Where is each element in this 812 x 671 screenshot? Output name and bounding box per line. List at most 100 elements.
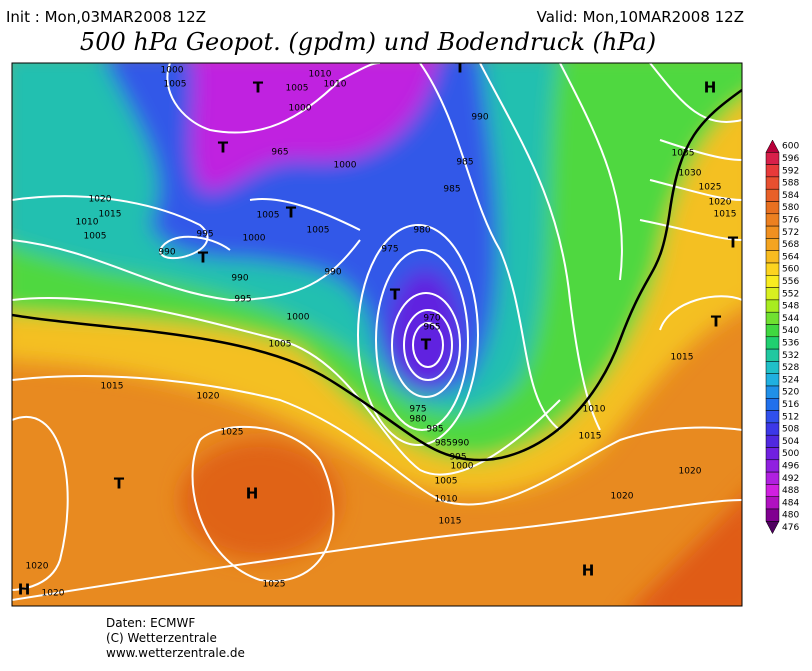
colorbar-cell bbox=[765, 484, 780, 497]
url: www.wetterzentrale.de bbox=[106, 646, 245, 660]
pressure-center: H bbox=[704, 79, 717, 97]
isobar-label: 980 bbox=[409, 415, 426, 425]
colorbar-label: 576 bbox=[782, 215, 799, 225]
colorbar-cell bbox=[765, 213, 780, 227]
colorbar-cell bbox=[765, 348, 780, 362]
colorbar-label: 500 bbox=[782, 449, 799, 459]
colorbar-cell bbox=[765, 164, 780, 178]
colorbar-cell bbox=[765, 521, 780, 535]
isobar-label: 1000 bbox=[451, 462, 474, 472]
colorbar-label: 480 bbox=[782, 511, 799, 521]
isobar-label: 1010 bbox=[309, 70, 332, 80]
colorbar-label: 516 bbox=[782, 400, 799, 410]
colorbar-cell bbox=[765, 336, 780, 350]
colorbar-cell bbox=[765, 275, 780, 288]
init-time: Init : Mon,03MAR2008 12Z bbox=[6, 8, 206, 26]
colorbar-cell bbox=[765, 225, 780, 239]
isobar-label: 970 bbox=[423, 314, 440, 324]
colorbar-cell bbox=[765, 311, 780, 325]
colorbar-cell bbox=[765, 262, 780, 276]
pressure-center: T bbox=[114, 475, 125, 493]
isobar-label: 990 bbox=[158, 248, 175, 258]
colorbar-cell bbox=[765, 385, 780, 399]
colorbar-cell bbox=[765, 250, 780, 264]
pressure-center: T bbox=[253, 79, 264, 97]
isobar-label: 1020 bbox=[89, 195, 112, 205]
colorbar-label: 488 bbox=[782, 486, 799, 496]
colorbar-cell bbox=[765, 299, 780, 313]
isobar-label: 1005 bbox=[286, 84, 309, 94]
isobar-label: 1020 bbox=[197, 392, 220, 402]
colorbar-label: 540 bbox=[782, 326, 799, 336]
isobar-label: 1020 bbox=[26, 562, 49, 572]
isobar-label: 985 bbox=[426, 425, 443, 435]
colorbar-label: 536 bbox=[782, 338, 799, 348]
colorbar-label: 560 bbox=[782, 265, 799, 275]
colorbar-cell bbox=[765, 508, 780, 522]
pressure-center: T bbox=[286, 204, 297, 222]
colorbar-label: 492 bbox=[782, 474, 799, 484]
colorbar-label: 496 bbox=[782, 461, 799, 471]
field-warm bbox=[634, 498, 742, 606]
isobar-label: 1010 bbox=[583, 405, 606, 415]
colorbar-cell bbox=[765, 139, 780, 153]
isobar-label: 985 bbox=[456, 158, 473, 168]
colorbar: 600 596 592 588 584 580 576 572 568 564 560 556 552 5… bbox=[765, 139, 799, 535]
field-purple bbox=[190, 63, 438, 192]
colorbar-cell bbox=[765, 447, 780, 461]
isobar-label: 1010 bbox=[435, 495, 458, 505]
colorbar-cell bbox=[765, 188, 780, 202]
colorbar-label: 508 bbox=[782, 425, 799, 435]
colorbar-label: 512 bbox=[782, 412, 799, 422]
map-title: 500 hPa Geopot. (gpdm) und Bodendruck (h… bbox=[80, 28, 656, 56]
colorbar-label: 504 bbox=[782, 437, 799, 447]
colorbar-label: 544 bbox=[782, 314, 799, 324]
pressure-center: H bbox=[246, 485, 259, 503]
isobar-label: 1005 bbox=[84, 232, 107, 242]
colorbar-label: 588 bbox=[782, 179, 799, 189]
source: Daten: ECMWF bbox=[106, 616, 195, 630]
isobar-label: 1005 bbox=[307, 226, 330, 236]
colorbar-cell bbox=[765, 434, 780, 448]
colorbar-label: 568 bbox=[782, 240, 799, 250]
pressure-center: T bbox=[455, 59, 466, 77]
isobar-label: 1015 bbox=[714, 210, 737, 220]
isobar-label: 1000 bbox=[334, 161, 357, 171]
isobar-label: 990 bbox=[231, 274, 248, 284]
colorbar-cell bbox=[765, 410, 780, 424]
pressure-center: H bbox=[582, 562, 595, 580]
isobar-label: 1025 bbox=[221, 428, 244, 438]
colorbar-cell bbox=[765, 324, 780, 338]
colorbar-label: 548 bbox=[782, 302, 799, 312]
colorbar-label: 552 bbox=[782, 289, 799, 299]
isobar-label: 995 bbox=[234, 295, 251, 305]
isobar-label: 1000 bbox=[287, 313, 310, 323]
colorbar-cell bbox=[765, 496, 780, 510]
isobar-label: 1015 bbox=[439, 517, 462, 527]
colorbar-label: 520 bbox=[782, 388, 799, 398]
colorbar-label: 580 bbox=[782, 203, 799, 213]
isobar-label: 990 bbox=[324, 268, 341, 278]
colorbar-label: 556 bbox=[782, 277, 799, 287]
colorbar-label: 584 bbox=[782, 191, 799, 201]
colorbar-cell bbox=[765, 373, 780, 387]
isobar-label: 1005 bbox=[257, 211, 280, 221]
isobar-label: 995 bbox=[196, 230, 213, 240]
colorbar-label: 476 bbox=[782, 523, 799, 533]
isobar-label: 1025 bbox=[263, 580, 286, 590]
map-field: 1000100510101010100510009651000990985985… bbox=[12, 59, 742, 606]
valid-time: Valid: Mon,10MAR2008 12Z bbox=[537, 8, 744, 26]
colorbar-label: 564 bbox=[782, 252, 799, 262]
isobar-label: 1015 bbox=[101, 382, 124, 392]
colorbar-cell bbox=[765, 152, 780, 165]
colorbar-cell bbox=[765, 471, 780, 485]
colorbar-cell bbox=[765, 459, 780, 473]
isobar-label: 975 bbox=[381, 245, 398, 255]
isobar-label: 1005 bbox=[435, 477, 458, 487]
map-frame bbox=[11, 62, 743, 607]
isobar-label: 985990 bbox=[435, 439, 470, 449]
colorbar-cell bbox=[765, 201, 780, 215]
isobar-label: 985 bbox=[443, 185, 460, 195]
isobar-label: 1025 bbox=[699, 183, 722, 193]
isobar-label: 1015 bbox=[99, 210, 122, 220]
